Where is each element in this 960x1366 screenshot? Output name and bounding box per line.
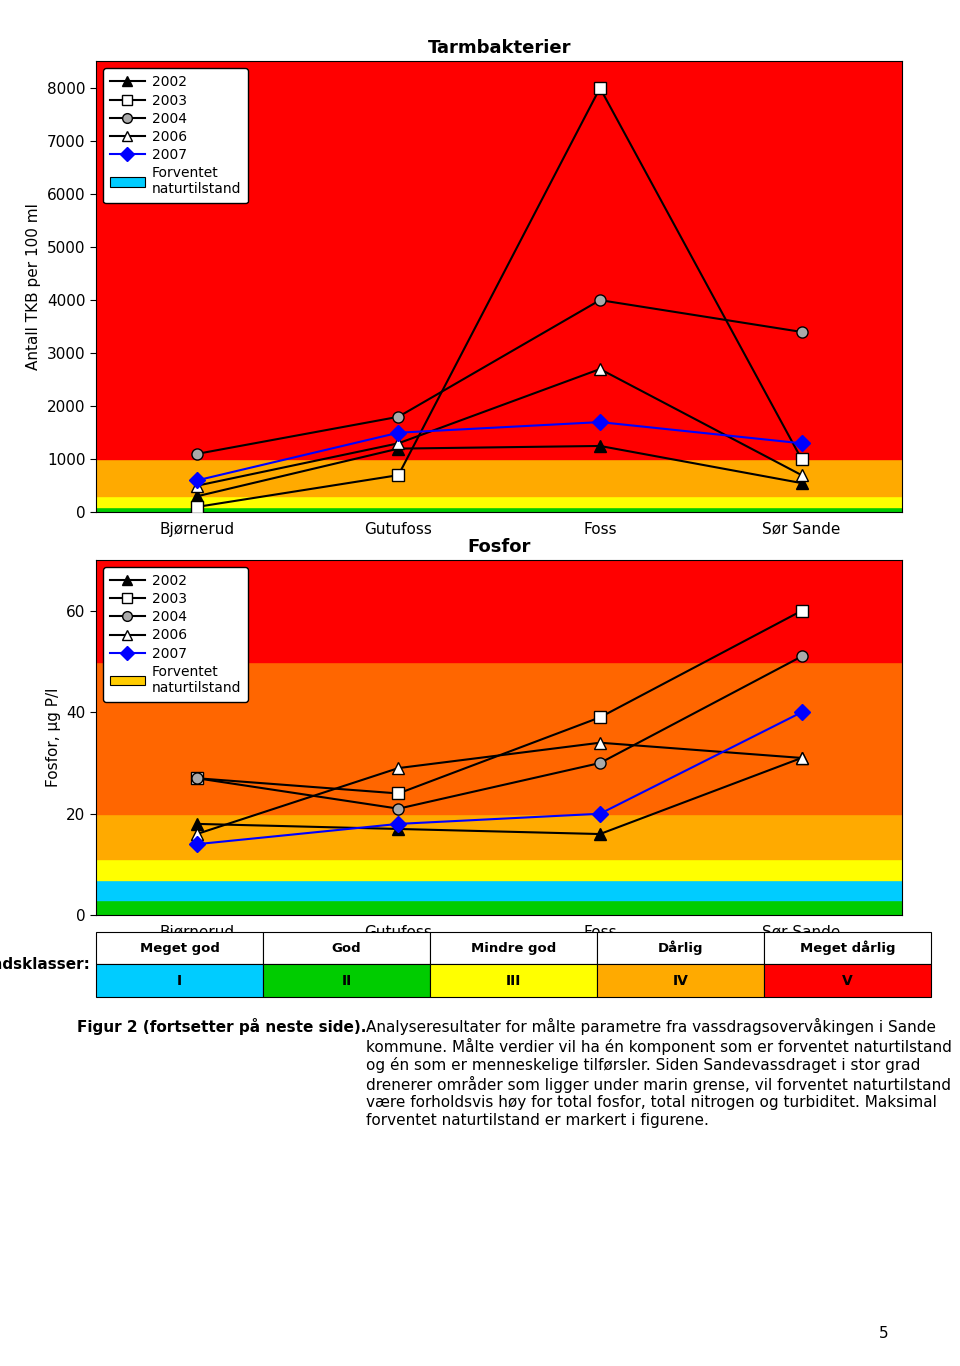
Bar (430, 932, 597, 964)
Text: Meget dårlig: Meget dårlig (800, 941, 896, 955)
Bar (96, 814, 902, 859)
Bar (96, 964, 263, 997)
Text: God: God (332, 941, 361, 955)
Bar (96, 560, 902, 661)
Text: Figur 2 (fortsetter på neste side).: Figur 2 (fortsetter på neste side). (77, 1018, 366, 1034)
Bar (263, 964, 430, 997)
Legend: 2002, 2003, 2004, 2006, 2007, Forventet
naturtilstand: 2002, 2003, 2004, 2006, 2007, Forventet … (103, 567, 248, 702)
Bar (96, 859, 902, 880)
Legend: 2002, 2003, 2004, 2006, 2007, Forventet
naturtilstand: 2002, 2003, 2004, 2006, 2007, Forventet … (103, 68, 248, 204)
Text: IV: IV (673, 974, 688, 988)
Bar (430, 964, 597, 997)
Text: I: I (177, 974, 182, 988)
Text: Dårlig: Dårlig (658, 941, 704, 955)
Text: Analyseresultater for målte parametre fra vassdragsovervåkingen i Sande kommune.: Analyseresultater for målte parametre fr… (366, 1018, 952, 1128)
Bar (597, 964, 764, 997)
Text: III: III (506, 974, 521, 988)
Text: V: V (842, 974, 853, 988)
Bar (96, 459, 902, 496)
Y-axis label: Antall TKB per 100 ml: Antall TKB per 100 ml (27, 204, 41, 370)
Bar (263, 932, 430, 964)
Text: Tilstandsklasser:: Tilstandsklasser: (0, 958, 91, 971)
Bar (96, 900, 902, 915)
Text: II: II (342, 974, 351, 988)
Y-axis label: Fosfor, µg P/l: Fosfor, µg P/l (46, 688, 60, 787)
Text: 5: 5 (878, 1326, 888, 1341)
Bar (597, 932, 764, 964)
Title: Tarmbakterier: Tarmbakterier (427, 40, 571, 57)
Bar (96, 880, 902, 900)
Bar (96, 932, 263, 964)
Bar (764, 932, 931, 964)
Title: Fosfor: Fosfor (468, 538, 531, 556)
Text: Mindre god: Mindre god (471, 941, 556, 955)
Bar (96, 61, 902, 459)
Bar (96, 496, 902, 507)
Bar (96, 661, 902, 814)
Text: Meget god: Meget god (139, 941, 220, 955)
Bar (96, 507, 902, 512)
Bar (764, 964, 931, 997)
